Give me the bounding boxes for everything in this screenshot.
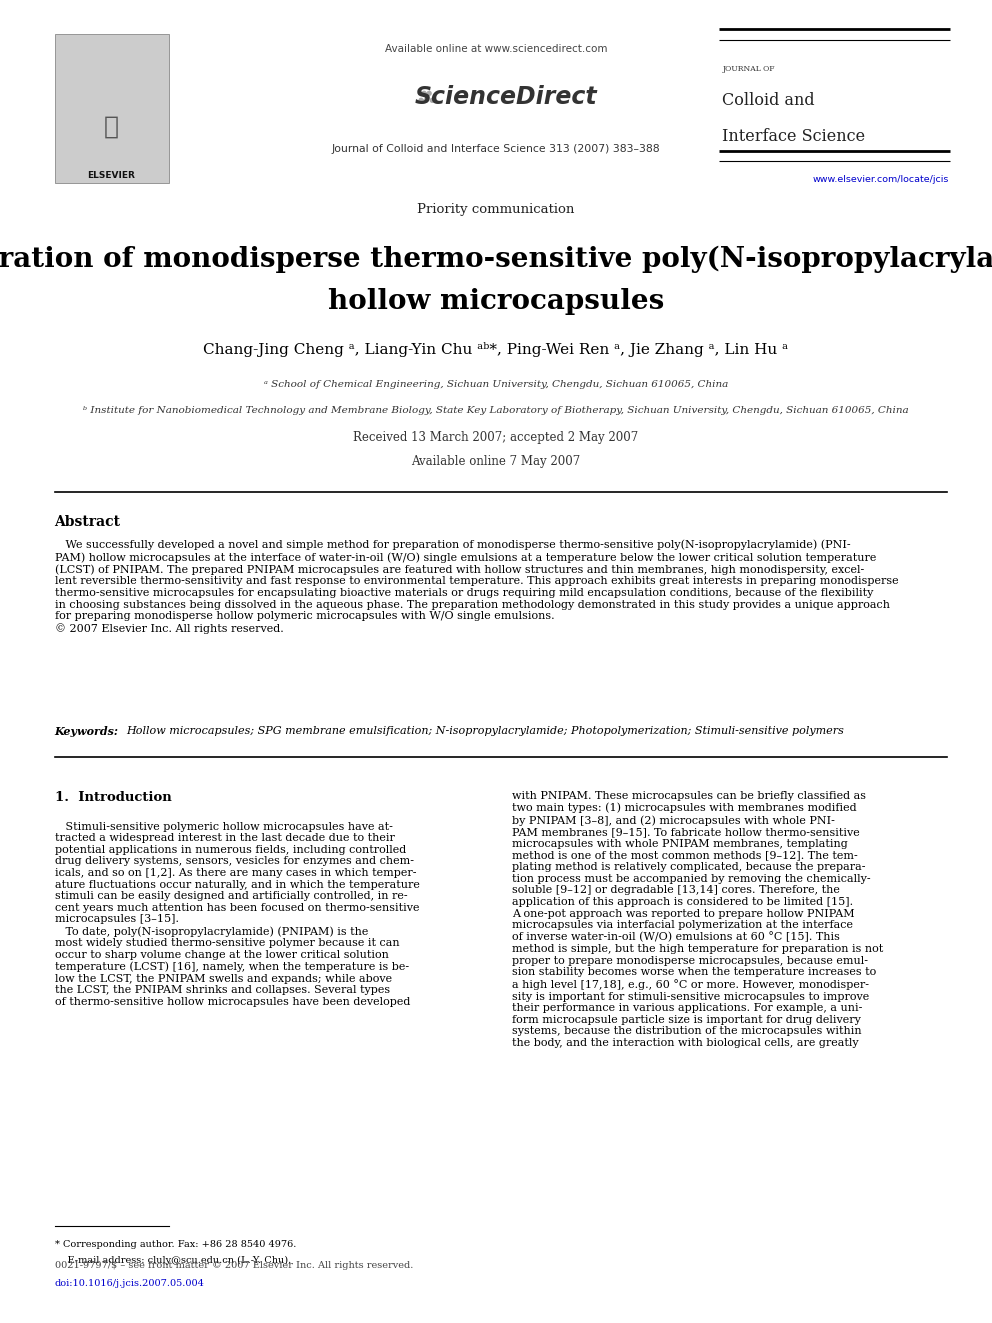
Text: 0021-9797/$ – see front matter © 2007 Elsevier Inc. All rights reserved.: 0021-9797/$ – see front matter © 2007 El… — [55, 1261, 413, 1270]
Text: Priority communication: Priority communication — [418, 202, 574, 216]
Text: Available online 7 May 2007: Available online 7 May 2007 — [412, 455, 580, 468]
Text: Chang-Jing Cheng ᵃ, Liang-Yin Chu ᵃᵇ*, Ping-Wei Ren ᵃ, Jie Zhang ᵃ, Lin Hu ᵃ: Chang-Jing Cheng ᵃ, Liang-Yin Chu ᵃᵇ*, P… — [203, 341, 789, 357]
Text: doi:10.1016/j.jcis.2007.05.004: doi:10.1016/j.jcis.2007.05.004 — [55, 1279, 204, 1289]
Text: Abstract: Abstract — [55, 515, 121, 529]
Text: 1.  Introduction: 1. Introduction — [55, 791, 172, 804]
Text: Keywords:: Keywords: — [55, 726, 122, 737]
Text: ScienceDirect: ScienceDirect — [415, 85, 597, 108]
Text: Preparation of monodisperse thermo-sensitive poly(N-isopropylacrylamide): Preparation of monodisperse thermo-sensi… — [0, 246, 992, 273]
Bar — [55, 34, 169, 183]
Text: Hollow microcapsules; SPG membrane emulsification; N-isopropylacrylamide; Photop: Hollow microcapsules; SPG membrane emuls… — [126, 726, 844, 737]
Text: E-mail address: cluly@scu.edu.cn (L.-Y. Chu).: E-mail address: cluly@scu.edu.cn (L.-Y. … — [55, 1256, 291, 1265]
Text: Received 13 March 2007; accepted 2 May 2007: Received 13 March 2007; accepted 2 May 2… — [353, 431, 639, 445]
Text: ELSEVIER: ELSEVIER — [87, 172, 135, 180]
Text: ᵇ Institute for Nanobiomedical Technology and Membrane Biology, State Key Labora: ᵇ Institute for Nanobiomedical Technolog… — [83, 406, 909, 414]
Text: www.elsevier.com/locate/jcis: www.elsevier.com/locate/jcis — [813, 176, 949, 184]
Text: JOURNAL OF: JOURNAL OF — [722, 65, 775, 73]
Text: 🌳: 🌳 — [103, 115, 119, 139]
Text: Stimuli-sensitive polymeric hollow microcapsules have at-
tracted a widespread i: Stimuli-sensitive polymeric hollow micro… — [55, 822, 420, 1007]
Text: with PNIPAM. These microcapsules can be briefly classified as
two main types: (1: with PNIPAM. These microcapsules can be … — [512, 791, 883, 1048]
Text: Available online at www.sciencedirect.com: Available online at www.sciencedirect.co… — [385, 44, 607, 54]
Text: Journal of Colloid and Interface Science 313 (2007) 383–388: Journal of Colloid and Interface Science… — [331, 144, 661, 155]
Text: * Corresponding author. Fax: +86 28 8540 4976.: * Corresponding author. Fax: +86 28 8540… — [55, 1240, 296, 1249]
Text: We successfully developed a novel and simple method for preparation of monodispe: We successfully developed a novel and si… — [55, 540, 898, 634]
Text: Colloid and: Colloid and — [722, 93, 814, 108]
Text: ᵃ School of Chemical Engineering, Sichuan University, Chengdu, Sichuan 610065, C: ᵃ School of Chemical Engineering, Sichua… — [264, 381, 728, 389]
Text: Interface Science: Interface Science — [722, 128, 865, 144]
Text: hollow microcapsules: hollow microcapsules — [328, 288, 664, 315]
Text: ●●
●●●: ●● ●●● — [418, 90, 435, 103]
